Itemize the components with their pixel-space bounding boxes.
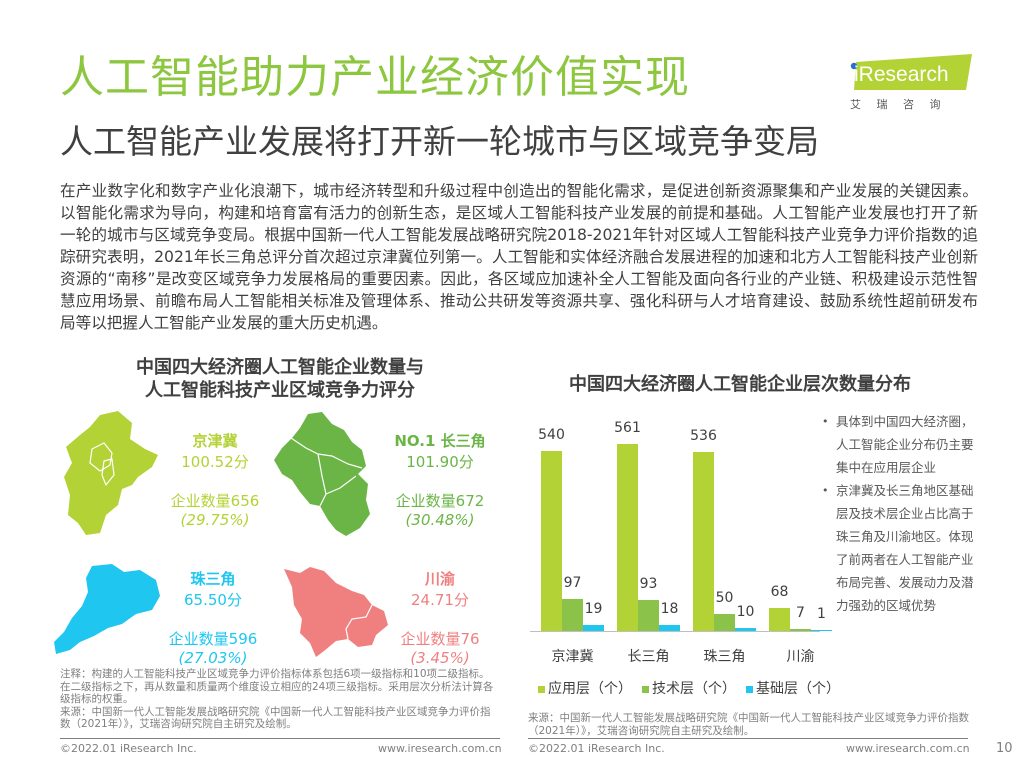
region-score: 65.50分 <box>184 591 242 609</box>
bar <box>562 599 583 631</box>
legend-label: 技术层（个） <box>652 681 736 697</box>
bar-value-label: 19 <box>584 601 603 617</box>
region-name: 川渝 <box>424 570 455 588</box>
footer-divider-left <box>60 738 500 739</box>
region-count: 企业数量672 <box>395 492 485 510</box>
region-score: 100.52分 <box>181 453 249 471</box>
region-pct: (3.45%) <box>410 649 470 667</box>
bar <box>790 629 811 631</box>
legend-label: 基础层（个） <box>756 681 840 697</box>
bar-value-label: 561 <box>614 420 641 436</box>
category-label: 珠三角 <box>703 649 746 665</box>
chuanyu-map-icon <box>284 567 388 657</box>
bar-chart: 540 97 19 京津冀 561 93 18 长三角 536 50 10 珠三角 68 7 1 川渝 <box>530 400 832 700</box>
left-title-line1: 中国四大经济圈人工智能企业数量与 <box>136 357 424 378</box>
legend-item-tech: 技术层（个） <box>642 678 736 698</box>
bar-value-label: 540 <box>538 427 565 443</box>
region-chuanyu: 川渝 24.71分 企业数量76 (3.45%) <box>390 568 490 667</box>
region-name: NO.1 长三角 <box>394 432 486 450</box>
chart-legend: 应用层（个） 技术层（个） 基础层（个） <box>538 678 840 698</box>
bar-value-label: 18 <box>660 601 679 617</box>
logo-banner-icon <box>850 54 972 90</box>
logo-cn-text: 艾 瑞 咨 询 <box>850 98 947 111</box>
region-score: 101.90分 <box>406 453 474 471</box>
region-name: 京津冀 <box>192 432 238 450</box>
footer-copyright-left: ©2022.01 iResearch Inc. <box>60 742 197 755</box>
bar <box>638 600 659 631</box>
category-label: 京津冀 <box>551 649 594 665</box>
x-axis-line <box>530 631 820 632</box>
region-count: 企业数量76 <box>400 630 480 648</box>
region-jingjinji: 京津冀 100.52分 企业数量656 (29.75%) <box>165 430 265 529</box>
bullet-item: 具体到中国四大经济圈，人工智能企业分布仍主要集中在应用层企业 <box>818 410 978 479</box>
note-text: 注释：构建的人工智能科技产业区域竞争力评价指标体系包括6项一级指标和10项二级指… <box>60 668 494 705</box>
bar-value-label: 68 <box>770 584 789 600</box>
region-count: 企业数量596 <box>168 630 258 648</box>
bar <box>693 452 714 631</box>
page-number: 10 <box>996 741 1013 756</box>
bar-value-label: 536 <box>690 428 717 444</box>
region-zhusanjiao: 珠三角 65.50分 企业数量596 (27.03%) <box>163 568 263 667</box>
left-title-line2: 人工智能科技产业区域竞争力评分 <box>145 380 415 401</box>
bullet-item: 京津冀及长三角地区基础层及技术层企业占比高于珠三角及川渝地区。体现了前两者在人工… <box>818 479 978 617</box>
bar <box>811 630 832 631</box>
region-changsanjiao: NO.1 长三角 101.90分 企业数量672 (30.48%) <box>385 430 495 529</box>
bar <box>714 614 735 631</box>
bar <box>735 628 756 631</box>
bar <box>617 444 638 631</box>
region-name: 珠三角 <box>190 570 236 588</box>
region-pct: (27.03%) <box>178 649 248 667</box>
page-subtitle: 人工智能产业发展将打开新一轮城市与区域竞争变局 <box>60 122 819 161</box>
jingjinji-map-icon <box>64 411 158 535</box>
region-score: 24.71分 <box>411 591 469 609</box>
bar <box>659 625 680 631</box>
legend-item-app: 应用层（个） <box>538 678 632 698</box>
legend-swatch-icon <box>746 685 753 693</box>
bar <box>769 608 790 631</box>
logo-text: iResearch <box>854 63 949 86</box>
chart-title: 中国四大经济圈人工智能企业层次数量分布 <box>569 374 911 395</box>
right-source: 来源：中国新一代人工智能发展战略研究院《中国新一代人工智能科技产业区域竞争力评价… <box>528 712 969 737</box>
bar-value-label: 7 <box>796 605 805 621</box>
footer-divider-right <box>528 738 968 739</box>
bar-value-label: 93 <box>639 576 658 592</box>
legend-item-base: 基础层（个） <box>746 678 840 698</box>
footer-copyright-right: ©2022.01 iResearch Inc. <box>528 742 665 755</box>
insight-bullets: 具体到中国四大经济圈，人工智能企业分布仍主要集中在应用层企业 京津冀及长三角地区… <box>818 410 978 617</box>
zhusanjiao-map-icon <box>54 564 160 654</box>
iresearch-logo: iResearch 艾 瑞 咨 询 <box>848 52 976 112</box>
changsanjiao-map-icon <box>274 412 370 536</box>
legend-label: 应用层（个） <box>548 681 632 697</box>
legend-swatch-icon <box>642 685 649 693</box>
left-panel-title: 中国四大经济圈人工智能企业数量与 人工智能科技产业区域竞争力评分 <box>60 356 500 402</box>
footer-url-right[interactable]: www.iresearch.com.cn <box>846 742 970 755</box>
footer-url-left[interactable]: www.iresearch.com.cn <box>378 742 502 755</box>
bar-value-label: 10 <box>736 604 755 620</box>
category-label: 长三角 <box>627 649 670 665</box>
bar <box>541 451 562 631</box>
left-notes: 注释：构建的人工智能科技产业区域竞争力评价指标体系包括6项一级指标和10项二级指… <box>60 668 500 731</box>
bar-value-label: 50 <box>715 590 734 606</box>
body-paragraph: 在产业数字化和数字产业化浪潮下，城市经济转型和升级过程中创造出的智能化需求，是促… <box>60 182 978 332</box>
region-count: 企业数量656 <box>170 492 260 510</box>
legend-swatch-icon <box>538 685 545 693</box>
category-label: 川渝 <box>786 649 815 665</box>
region-pct: (30.48%) <box>405 511 475 529</box>
page-title: 人工智能助力产业经济价值实现 <box>60 52 690 103</box>
region-pct: (29.75%) <box>180 511 250 529</box>
source-text: 来源：中国新一代人工智能发展战略研究院《中国新一代人工智能科技产业区域竞争力评价… <box>60 705 491 731</box>
bar-value-label: 97 <box>563 575 582 591</box>
bar <box>583 625 604 631</box>
